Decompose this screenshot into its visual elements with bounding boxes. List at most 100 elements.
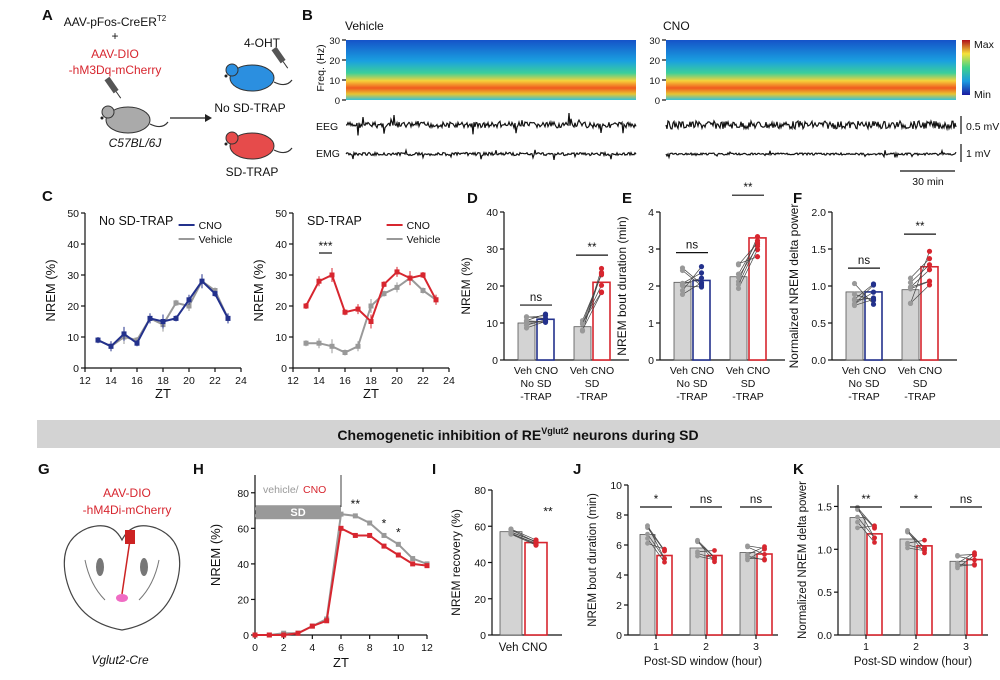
eeg-trace-vehicle [345, 113, 637, 136]
panel-d-y-tick-label: 30 [486, 244, 498, 256]
panel-f-paired-line [910, 280, 930, 288]
panel-c-right-cno-line [305, 270, 437, 324]
panel-j-paired-line [747, 557, 765, 560]
panel-h-cno-point [352, 532, 358, 538]
panel-j-paired-line [697, 540, 715, 563]
panel-d-y-tick-label: 10 [486, 318, 498, 330]
panel-h-y-tick-label: 40 [237, 559, 249, 571]
panel-e-paired-line [682, 267, 702, 285]
panel-e-point-cno [698, 275, 705, 281]
panel-e-point-cno [698, 264, 705, 270]
section-banner [37, 420, 1000, 448]
panel-h-cno-line [255, 526, 428, 636]
panel-j-point-veh [645, 535, 650, 541]
panel-j-paired-line [697, 553, 715, 559]
panel-d-paired-line [526, 319, 546, 326]
panel-f-paired-line [854, 283, 874, 300]
panel-c-right-y-tick-label: 30 [275, 270, 287, 282]
virus2-line1: AAV-DIO [91, 47, 139, 61]
panel-h-y-tick-label: 0 [243, 630, 249, 642]
panel-d-point-veh [579, 321, 586, 327]
panel-j-point-cno [762, 546, 767, 551]
panel-k-sig-label: * [914, 494, 919, 506]
panel-h-y-tick-label: 20 [237, 594, 249, 606]
panel-h-cno-point [381, 543, 387, 549]
panel-f-y-tick-label: 0.5 [811, 318, 826, 330]
panel-d-x-label-group: No SD [521, 378, 552, 390]
panel-d-point-cno [542, 319, 549, 325]
panel-k-bar-cno [866, 533, 883, 636]
panel-k-paired-line [907, 531, 925, 554]
panel-k-point-cno [872, 535, 877, 541]
panel-d-point-cno [598, 282, 605, 288]
panel-c-right-x-tick-label: 18 [365, 375, 377, 387]
panel-c-left-y-tick-label: 10 [67, 332, 79, 344]
panel-c-left-cno-point [212, 291, 218, 297]
panel-h-cno-point [266, 632, 272, 638]
syringe-icon-2 [271, 46, 289, 69]
panel-k-x-tick-label: 3 [963, 641, 969, 653]
panel-c-right-vehicle-point [342, 350, 348, 355]
panel-k-point-cno [872, 523, 877, 529]
panel-c-left-cno-point [199, 278, 205, 284]
panel-e-letter: E [622, 190, 632, 207]
panel-j-sig-label: * [654, 494, 659, 506]
panel-d-point-veh [579, 327, 586, 333]
spec-tick-label: 0 [655, 96, 660, 107]
panel-j-bar-cno [756, 553, 773, 636]
panel-h-label-vehicle: vehicle/ [263, 484, 299, 496]
panel-c-right-legend-vehicle: Vehicle [407, 234, 441, 246]
panel-f-paired-line [910, 284, 930, 304]
panel-d-paired-line [526, 313, 546, 321]
panel-c-left-x-tick-label: 18 [157, 375, 169, 387]
panel-j-x-tick-label: 2 [703, 641, 709, 653]
panel-j-y-tick-label: 2 [616, 600, 622, 612]
panel-k-x-label: Post-SD window (hour) [854, 656, 972, 668]
panel-h-cno-point [252, 632, 258, 638]
panel-c-right-cno-point [381, 281, 387, 287]
panel-h-x-tick-label: 6 [338, 642, 344, 654]
panel-k-paired-line [907, 547, 925, 552]
panel-c-right-vehicle-point [329, 343, 335, 349]
panel-e-y-label: NREM bout duration (min) [615, 216, 629, 355]
panel-f-point-veh [851, 297, 858, 303]
panel-c-right-y-tick-label: 10 [275, 332, 287, 344]
panel-j-bar-cno [656, 554, 673, 636]
panel-e-paired-line [682, 277, 702, 285]
panel-f-point-veh [907, 286, 914, 292]
panel-c-left-cno-point [95, 337, 101, 343]
panel-k-point-cno [922, 537, 927, 543]
panel-c-left-x-label: ZT [155, 386, 171, 401]
panel-j-x-label: Post-SD window (hour) [644, 656, 762, 668]
panel-d-point-veh [523, 318, 530, 324]
panel-d-point-cno [598, 289, 605, 296]
panel-c-left-cno-point [121, 331, 127, 337]
panel-h-x-tick-label: 2 [281, 642, 287, 654]
panel-j-point-veh [645, 523, 650, 529]
panel-k-paired-line [907, 530, 925, 549]
panel-c-left-y-tick-label: 30 [67, 270, 79, 282]
panel-c-left-cno-point [108, 343, 114, 349]
emg-trace-cno [665, 148, 957, 160]
panel-h-y-tick-label: 80 [237, 488, 249, 500]
eeg-trace-cno [665, 118, 957, 132]
spec-tick-label: 20 [329, 56, 340, 67]
panel-e-point-veh [679, 291, 686, 298]
panel-e-x-label-trap: -TRAP [732, 391, 764, 403]
panel-c-left-y-label: NREM (%) [43, 259, 58, 321]
panel-j-y-tick-label: 0 [616, 630, 622, 642]
panel-f-x-label: Veh CNO [898, 365, 942, 377]
panel-d-x-label-trap: -TRAP [520, 391, 552, 403]
panel-f-paired-line [910, 281, 930, 290]
panel-e-sig-label: ** [744, 182, 753, 194]
panel-k-sig-label: ns [960, 494, 972, 506]
panel-c-right-cno-point [316, 278, 322, 284]
panel-k-bar-veh [849, 517, 866, 636]
panel-k-paired-line [957, 564, 975, 567]
panel-k-paired-line [957, 564, 975, 566]
panel-j-paired-line [647, 525, 665, 559]
panel-f-x-label-group: SD [913, 378, 928, 390]
panel-d-point-cno [598, 265, 605, 272]
